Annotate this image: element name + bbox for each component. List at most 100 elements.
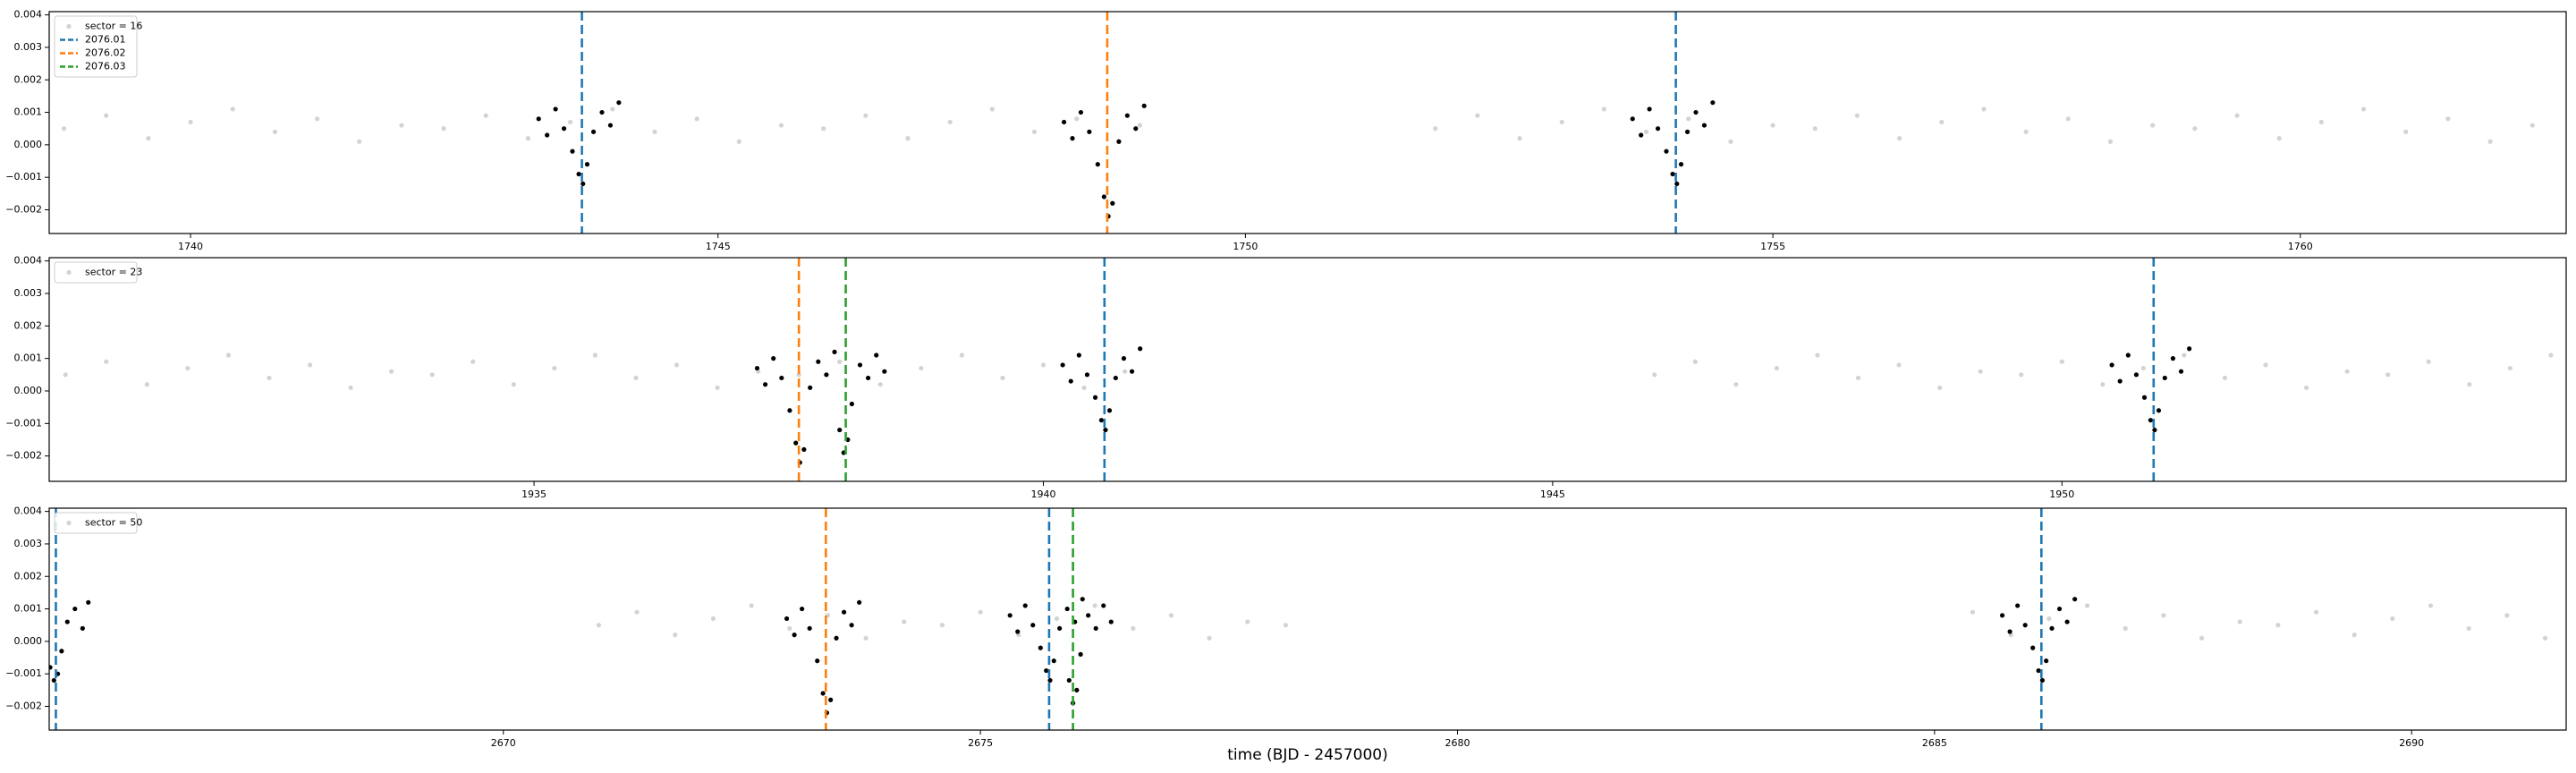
data-point (2161, 613, 2166, 618)
data-point (59, 649, 64, 654)
data-point (694, 116, 699, 122)
data-point (674, 362, 680, 368)
data-point (2360, 106, 2367, 112)
x-tick-label: 2670 (491, 737, 516, 749)
data-point (1116, 139, 1122, 144)
data-point (1133, 126, 1139, 132)
data-point (64, 619, 70, 624)
data-point (1007, 613, 1013, 618)
data-point (1647, 106, 1652, 112)
data-point (2059, 359, 2064, 364)
data-point (2107, 139, 2114, 144)
data-point (978, 609, 983, 615)
data-point (1141, 103, 1147, 108)
data-point (1087, 129, 1092, 134)
data-point (610, 106, 615, 112)
x-tick-label: 1950 (2049, 488, 2074, 500)
data-point (570, 149, 575, 154)
data-point (771, 356, 776, 361)
data-point (429, 372, 435, 378)
data-point (2072, 597, 2078, 602)
data-point (2022, 623, 2028, 628)
data-point (590, 129, 597, 134)
data-point (1051, 658, 1056, 664)
data-point (1070, 136, 1075, 141)
data-point (1733, 382, 1739, 387)
data-point (2152, 427, 2157, 433)
x-tick-label: 1740 (178, 241, 203, 252)
data-point (849, 401, 854, 407)
data-point (1630, 116, 1635, 122)
data-point (272, 129, 277, 134)
data-point (2036, 667, 2041, 674)
data-point (584, 162, 590, 167)
data-point (792, 633, 797, 638)
data-point (1517, 136, 1522, 141)
data-point (2445, 116, 2451, 122)
data-point (1897, 136, 1902, 141)
data-point (1701, 123, 1707, 128)
data-point (754, 365, 760, 371)
data-point (1674, 181, 1680, 187)
data-point (2065, 116, 2071, 122)
data-point (1168, 613, 1174, 618)
data-point (1970, 609, 1976, 615)
y-tick-label: 0.003 (14, 538, 43, 549)
data-point (568, 119, 573, 125)
data-point (2318, 119, 2324, 125)
data-point (1101, 194, 1106, 200)
data-point (2133, 372, 2140, 378)
data-point (2178, 369, 2184, 374)
data-point (2044, 658, 2049, 664)
data-point (1064, 606, 1070, 612)
data-point (49, 665, 53, 670)
data-point (525, 136, 531, 141)
data-point (1093, 625, 1098, 631)
data-point (816, 359, 821, 364)
data-point (832, 349, 837, 354)
data-point (553, 106, 558, 112)
y-tick-label: −0.001 (5, 667, 42, 679)
data-point (1138, 346, 1143, 352)
data-point (1559, 119, 1564, 125)
data-point (1015, 629, 1021, 634)
data-point (2351, 633, 2357, 638)
plot-area (63, 258, 2554, 481)
plot-area (49, 508, 2548, 730)
data-point (1044, 667, 1049, 674)
data-point (837, 427, 843, 433)
x-tick-label: 1760 (2288, 241, 2313, 252)
data-point (399, 123, 404, 128)
data-point (1999, 613, 2005, 618)
data-point (947, 119, 953, 125)
data-point (1066, 677, 1072, 684)
data-point (801, 446, 807, 452)
y-tick-label: 0.003 (14, 287, 43, 299)
data-point (857, 362, 863, 368)
data-point (633, 375, 639, 381)
data-point (1084, 372, 1090, 378)
legend: sector = 50 (54, 512, 142, 534)
data-point (1670, 171, 1675, 177)
data-point (1137, 123, 1143, 128)
data-point (1110, 200, 1115, 206)
data-point (762, 382, 768, 387)
axes-frame (48, 11, 2567, 234)
legend-marker (66, 269, 72, 276)
data-point (2426, 359, 2431, 364)
data-point (1815, 353, 1820, 358)
data-point (1022, 603, 1028, 608)
y-tick-label: −0.002 (5, 450, 42, 462)
data-point (348, 385, 353, 390)
data-point (511, 382, 516, 387)
data-point (863, 113, 869, 118)
data-point (2428, 603, 2434, 608)
data-point (1686, 116, 1691, 122)
data-point (1080, 597, 1085, 602)
legend-marker (66, 520, 72, 526)
data-point (1108, 619, 1114, 624)
data-point (1129, 369, 1135, 374)
data-point (1054, 616, 1060, 622)
x-tick-label: 2690 (2399, 737, 2424, 749)
